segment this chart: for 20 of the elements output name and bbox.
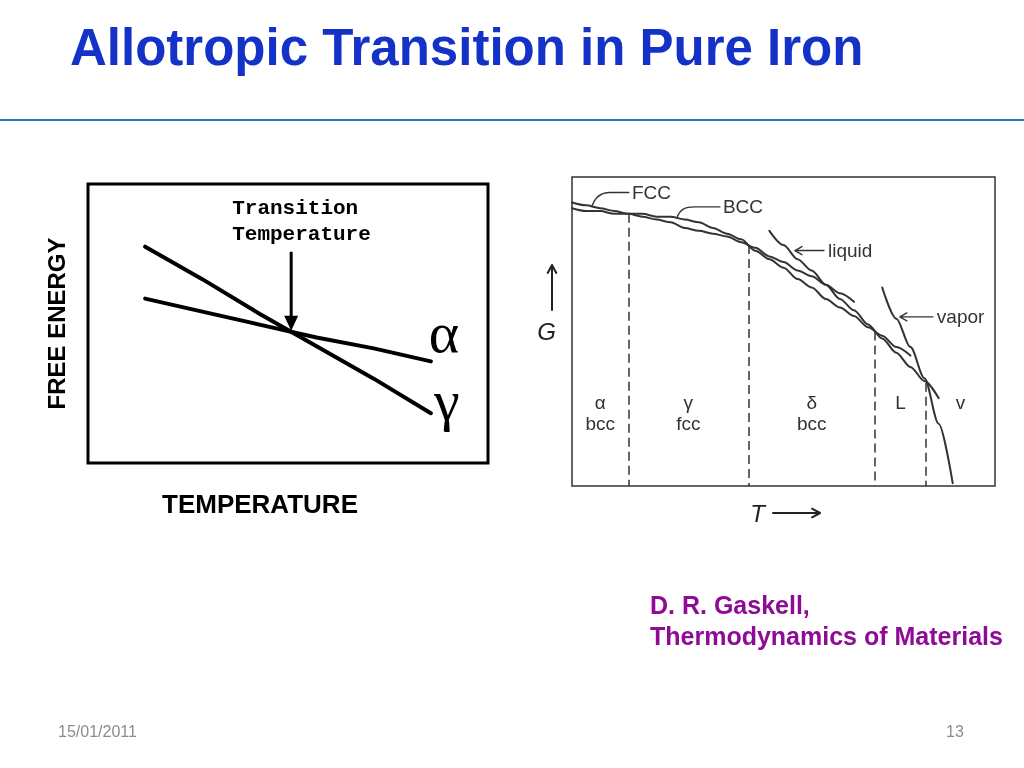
y-axis-title: G bbox=[537, 318, 556, 345]
series-label: γ bbox=[433, 368, 460, 434]
chart-title: Allotropic Transition in Pure Iron bbox=[70, 19, 864, 76]
x-axis-title: TEMPERATURE bbox=[162, 489, 358, 519]
x-axis-title: T bbox=[750, 499, 768, 527]
annotation: δ bcc bbox=[796, 391, 827, 434]
legend-label: liquid bbox=[827, 240, 873, 262]
annotation: L bbox=[895, 391, 906, 413]
text: 13 bbox=[946, 722, 964, 742]
annotation: γ fcc bbox=[676, 391, 701, 434]
annotation: α bcc bbox=[585, 391, 615, 434]
annotation: v bbox=[955, 391, 966, 413]
legend-label: vapor bbox=[936, 306, 986, 328]
text: D. R. Gaskell, Thermodynamics of Materials bbox=[650, 590, 1003, 652]
text: 15/01/2011 bbox=[58, 722, 137, 742]
text: Transition Temperature bbox=[232, 196, 371, 246]
legend-label: BCC bbox=[722, 196, 764, 218]
y-axis-title: FREE ENERGY bbox=[42, 237, 70, 410]
series-label: α bbox=[428, 300, 460, 366]
legend-label: FCC bbox=[631, 182, 671, 204]
